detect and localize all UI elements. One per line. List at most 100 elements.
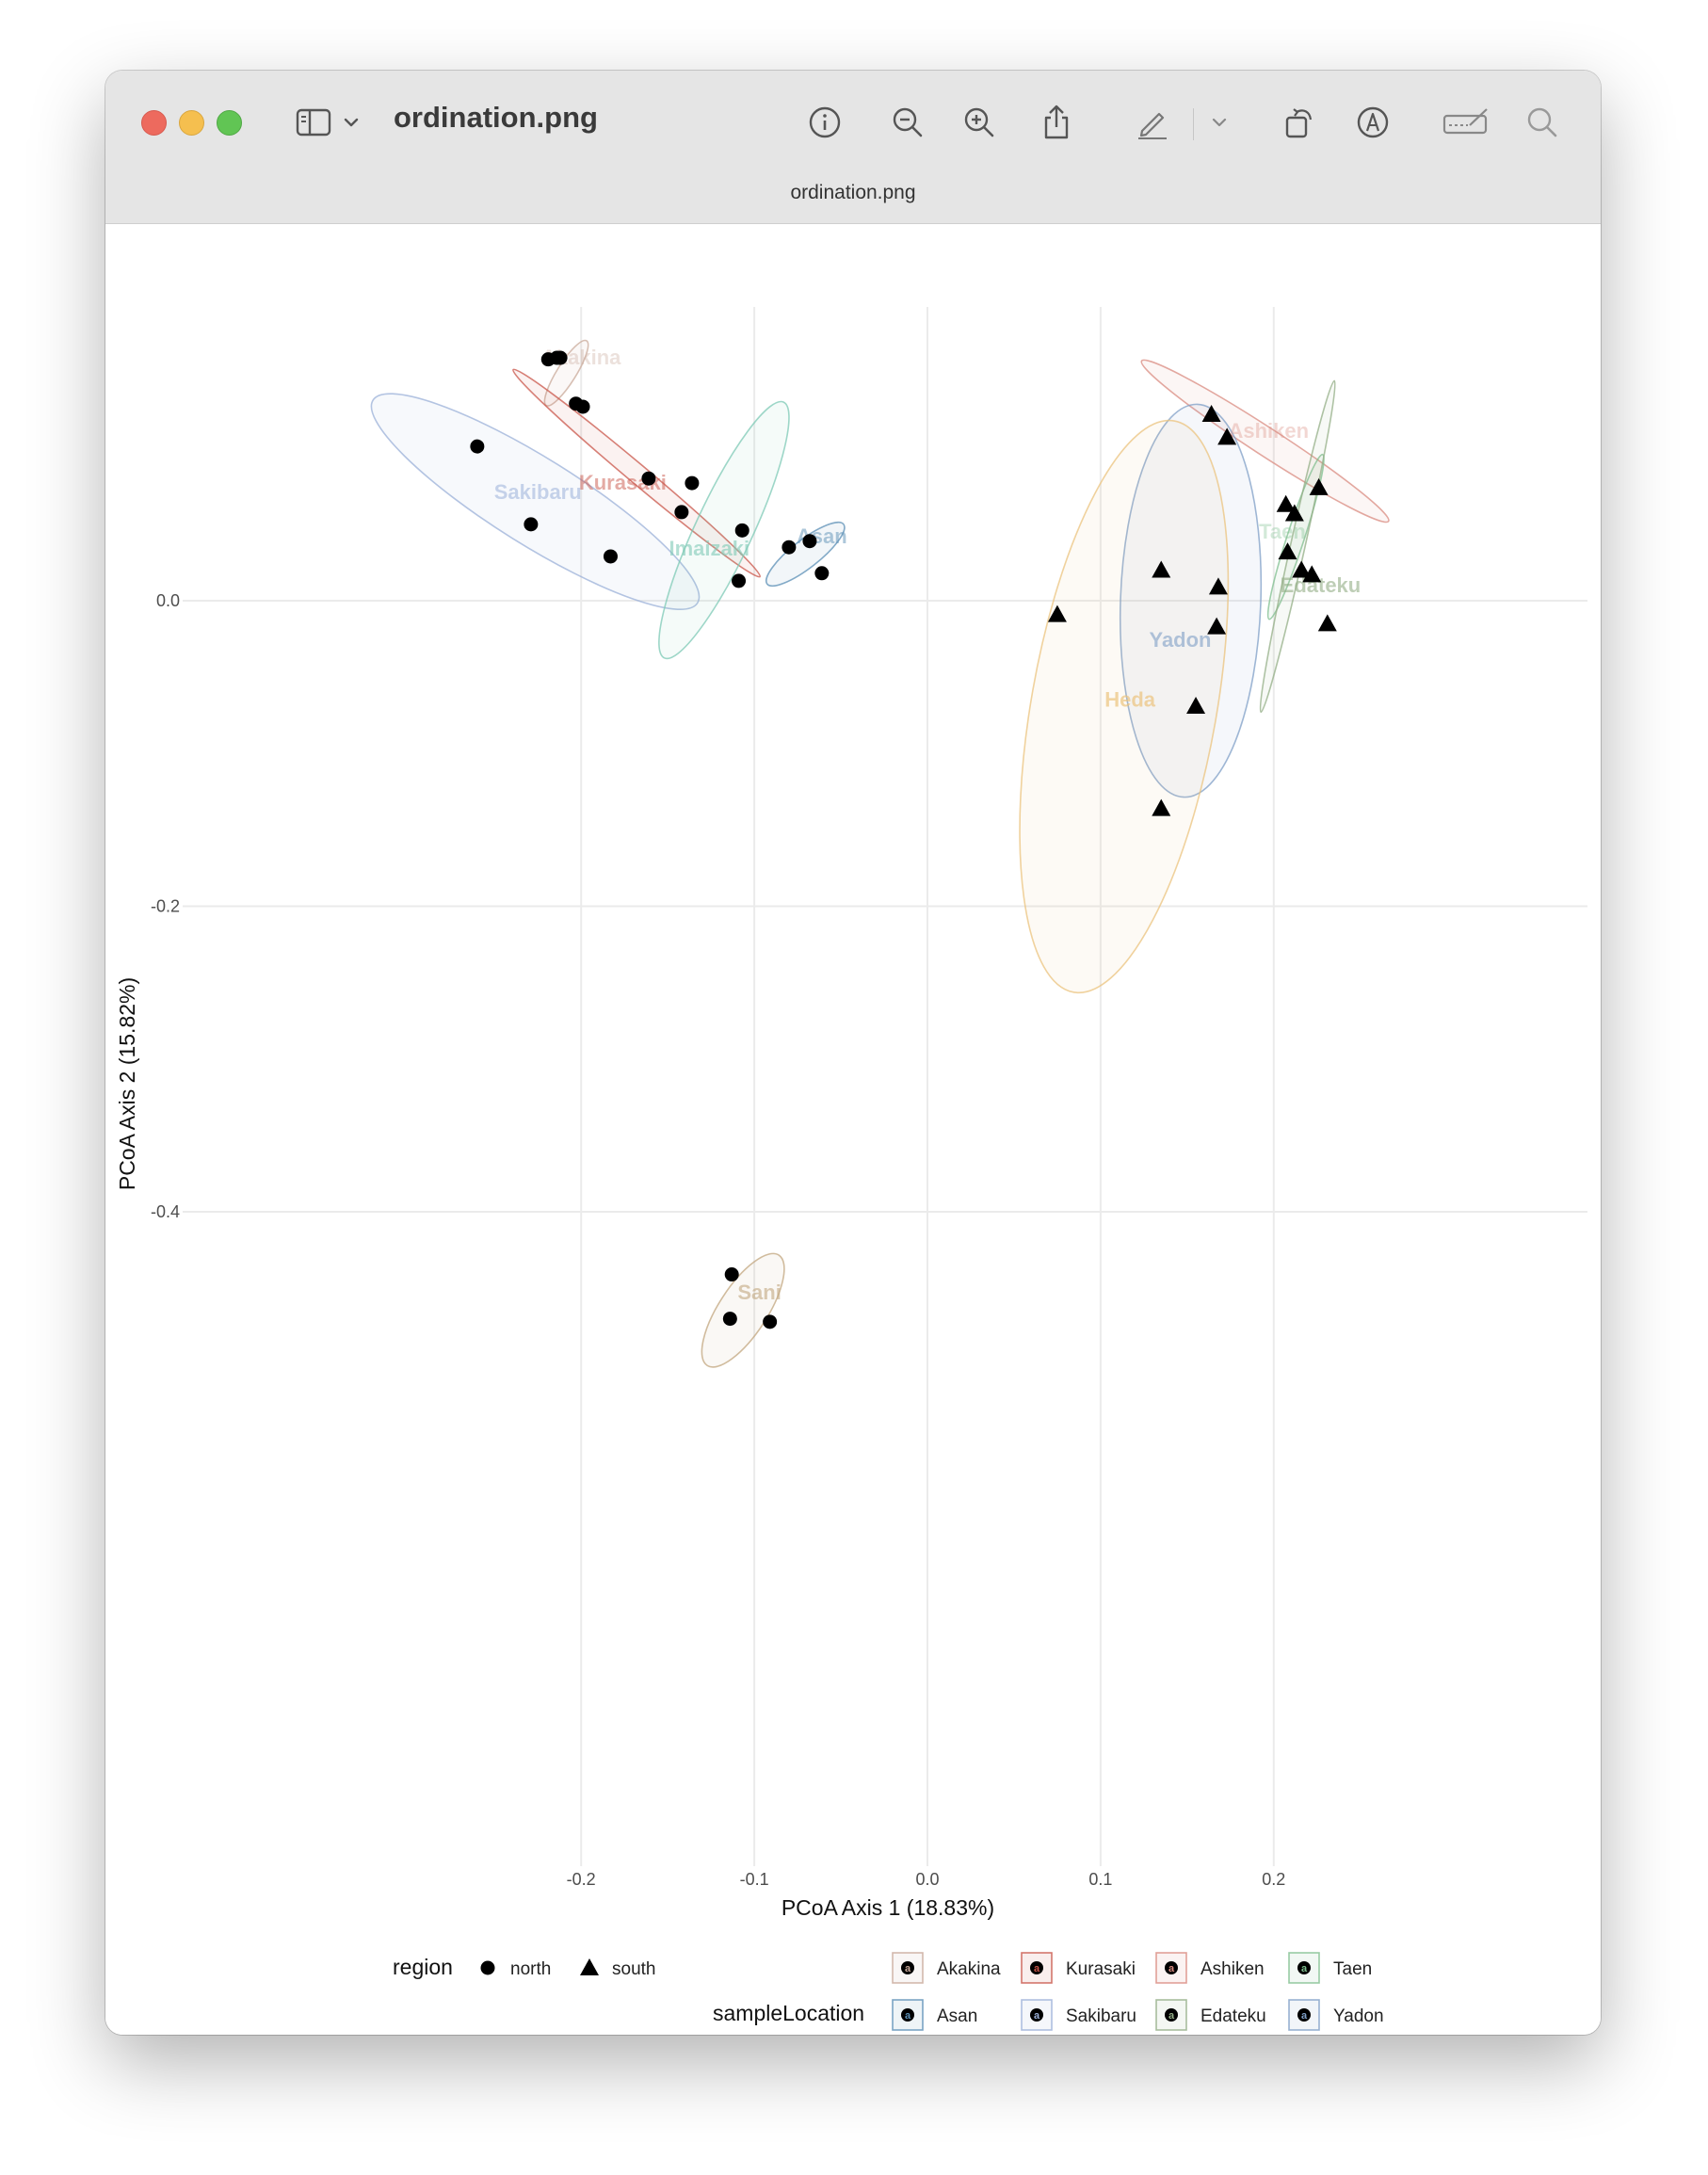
x-tick-label: -0.1 [740, 1870, 769, 1889]
markup-circle-icon [1357, 106, 1389, 138]
group-label-heda: Heda [1104, 687, 1156, 711]
legend-key-point [901, 2008, 914, 2022]
share-icon [1044, 105, 1069, 139]
legend-key-point [1165, 2008, 1178, 2022]
group-labels: AkakinaKurasakiAshikenTaenAsanSakibaruEd… [494, 346, 1361, 1304]
point-ashiken [1217, 427, 1237, 445]
x-tick-label: -0.2 [567, 1870, 596, 1889]
sidebar-icon [296, 108, 331, 137]
markup-menu-button[interactable] [1209, 103, 1230, 142]
x-tick-label: 0.0 [915, 1870, 939, 1889]
zoom-in-button[interactable] [959, 103, 1000, 142]
x-tick-label: 0.2 [1262, 1870, 1285, 1889]
group-label-ashiken: Ashiken [1228, 419, 1309, 443]
grid-lines [183, 307, 1587, 1866]
ellipse-heda [1019, 419, 1230, 994]
image-canvas: Akakina Kurasaki Ashiken Taen Asan Sakibaru Ed… [105, 224, 1601, 2035]
zoom-window-button[interactable] [217, 110, 242, 136]
point-imaizaki [685, 475, 700, 491]
legend-key-point [1297, 2008, 1311, 2022]
point-taen [1284, 504, 1304, 522]
y-tick-label: 0.0 [156, 591, 180, 610]
point-asan [814, 566, 830, 581]
legend-key-point [1297, 1961, 1311, 1974]
point-asan [781, 540, 797, 555]
point-edateku [1317, 614, 1337, 632]
legend-label-edateku: Edateku [1200, 2006, 1266, 2026]
axes: -0.2 -0.1 0.0 0.1 0.2 0.0 -0.2 -0.4 PCoA Axis 1 … [115, 591, 1285, 1920]
point-kurasaki [674, 505, 689, 520]
point-sakibaru [603, 549, 618, 564]
legend-north-label: north [510, 1959, 551, 1979]
ordination-plot: Akakina Kurasaki Ashiken Taen Asan Sakibaru Ed… [115, 307, 1587, 2031]
search-icon [1527, 107, 1557, 137]
group-label-taen: Taen [1259, 520, 1306, 543]
legend-label-yadon: Yadon [1333, 2006, 1384, 2026]
point-sani [763, 1314, 778, 1329]
point-yadon [1208, 577, 1228, 595]
point-asan [802, 534, 817, 549]
close-window-button[interactable] [141, 110, 167, 136]
point-kurasaki [575, 399, 590, 414]
zoom-out-button[interactable] [887, 103, 928, 142]
ellipse-sani [701, 1252, 785, 1368]
group-label-sakibaru: Sakibaru [494, 480, 582, 504]
legend-key-taen [1288, 1952, 1320, 1984]
annotate-button[interactable] [1352, 103, 1394, 142]
point-yadon [1186, 696, 1206, 714]
rotate-button[interactable] [1279, 103, 1320, 142]
point-yadon [1207, 617, 1227, 635]
document-tab-title: ordination.png [790, 182, 916, 203]
sidebar-toggle-button[interactable] [294, 103, 335, 142]
point-sakibaru [524, 517, 539, 532]
ellipse-imaizaki [658, 400, 790, 660]
y-tick-label: -0.2 [151, 897, 180, 916]
legend-key-point [1030, 1961, 1043, 1974]
y-axis-title: PCoA Axis 2 (15.82%) [115, 977, 139, 1190]
zoom-out-icon [893, 107, 923, 137]
legend-key-glyph: a [905, 2010, 911, 2022]
markup-button[interactable] [1132, 103, 1173, 142]
point-sani [724, 1267, 739, 1282]
minimize-window-button[interactable] [179, 110, 204, 136]
data-points [470, 350, 1337, 1329]
window-title: ordination.png [394, 101, 598, 134]
color-legend-title: sampleLocation [713, 2001, 864, 2025]
point-ashiken [1309, 477, 1329, 495]
point-yadon [1152, 560, 1171, 578]
group-label-yadon: Yadon [1149, 628, 1211, 652]
legend-key-glyph: a [1301, 1963, 1308, 1974]
point-sani [722, 1312, 737, 1327]
legend-label-ashiken: Ashiken [1200, 1959, 1265, 1979]
legend: region north south sampleLocation a Akakina a K… [393, 1952, 1384, 2031]
point-heda [1047, 604, 1067, 622]
ellipse-taen [1266, 453, 1325, 620]
point-taen [1292, 560, 1312, 578]
ellipse-kurasaki [512, 368, 762, 578]
sidebar-menu-button[interactable] [341, 103, 362, 142]
chevron-down-icon [1212, 118, 1227, 127]
rotate-icon [1285, 108, 1313, 138]
legend-south-label: south [612, 1959, 655, 1979]
info-button[interactable] [804, 103, 846, 142]
shape-legend-title: region [393, 1955, 453, 1979]
share-button[interactable] [1036, 103, 1077, 142]
group-label-edateku: Edateku [1281, 573, 1362, 597]
point-taen [1302, 565, 1322, 583]
point-ashiken [1201, 405, 1221, 423]
point-kurasaki [641, 471, 656, 486]
search-button[interactable] [1522, 103, 1563, 142]
group-label-imaizaki: Imaizaki [669, 537, 749, 560]
legend-label-asan: Asan [937, 2006, 977, 2026]
legend-label-sakibaru: Sakibaru [1066, 2006, 1136, 2026]
point-heda [1152, 798, 1171, 816]
point-akakina [553, 350, 568, 365]
chevron-down-icon [344, 118, 359, 127]
ellipses [370, 339, 1390, 1368]
signature-icon [1442, 108, 1488, 135]
legend-key-glyph: a [1034, 2010, 1040, 2022]
legend-label-akakina: Akakina [937, 1959, 1001, 1979]
signature-button[interactable] [1441, 103, 1491, 142]
legend-north-symbol [480, 1960, 495, 1975]
legend-key-point [901, 1961, 914, 1974]
